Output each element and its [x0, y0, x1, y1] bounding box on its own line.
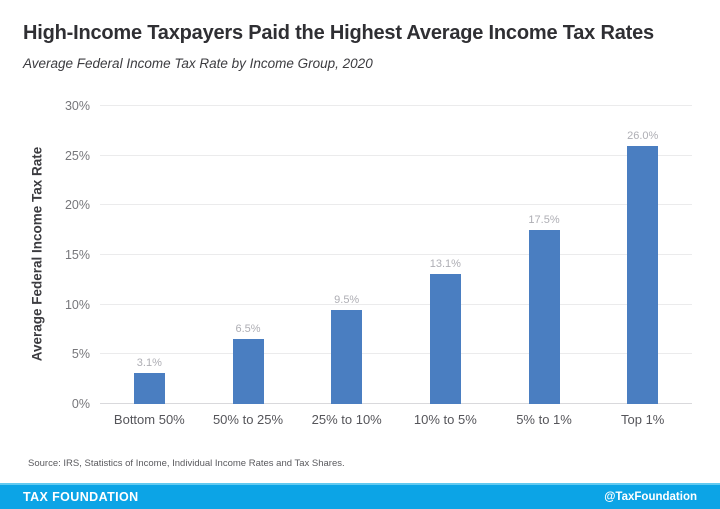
bar-50-to-25	[232, 339, 264, 404]
bar-top-1	[627, 145, 659, 404]
chart-subtitle: Average Federal Income Tax Rate by Incom…	[23, 56, 373, 71]
y-tick-label-10: 10%	[64, 297, 90, 312]
gridline-20	[100, 204, 692, 206]
y-axis-title: Average Federal Income Tax Rate	[29, 146, 45, 362]
bar-column-bottom-50: 3.1%	[100, 106, 199, 404]
bar-25-to-10	[331, 309, 363, 404]
x-tick-label-5-to-1: 5% to 1%	[516, 412, 572, 427]
x-tick-label-25-to-10: 25% to 10%	[311, 412, 382, 427]
bar-value-label-top-1: 26.0%	[627, 129, 659, 142]
x-tick-label-10-to-5: 10% to 5%	[413, 412, 477, 427]
bar-10-to-5	[429, 273, 461, 404]
y-tick-label-5: 5%	[71, 347, 90, 362]
gridline-30	[100, 105, 692, 106]
bar-column-top-1: 26.0%	[593, 106, 692, 404]
bar-value-label-5-to-1: 17.5%	[528, 214, 560, 227]
y-tick-label-0: 0%	[71, 397, 90, 411]
plot-area: 0% 5% 10% 15% 20% 25% 30% 3.1% 6.5% 9.5% 13.1% 17.5…	[65, 99, 692, 411]
bar-value-label-25-to-10: 9.5%	[334, 293, 360, 306]
bar-value-label-bottom-50: 3.1%	[136, 357, 162, 370]
brand-bar: TAX FOUNDATION @TaxFoundation	[0, 483, 720, 509]
y-tick-label-15: 15%	[64, 248, 90, 262]
page-title: High-Income Taxpayers Paid the Highest A…	[23, 22, 654, 44]
x-tick-label-top-1: Top 1%	[621, 412, 665, 427]
bar-bottom-50	[133, 373, 165, 404]
brand-name: TAX FOUNDATION	[23, 490, 139, 504]
gridline-5	[100, 353, 692, 355]
bar-column-50-to-25: 6.5%	[199, 106, 298, 404]
bar-column-10-to-5: 13.1%	[396, 106, 495, 404]
x-axis-labels: Bottom 50% 50% to 25% 25% to 10% 10% to 5% 5…	[100, 412, 692, 427]
twitter-handle: @TaxFoundation	[604, 491, 697, 503]
bar-column-25-to-10: 9.5%	[297, 106, 396, 404]
x-tick-label-50-to-25: 50% to 25%	[212, 412, 284, 427]
bar-5-to-1	[528, 230, 560, 404]
gridline-15	[100, 254, 692, 255]
y-tick-label-30: 30%	[64, 99, 90, 113]
bar-columns: 3.1% 6.5% 9.5% 13.1% 17.5% 26.0%	[100, 106, 692, 404]
y-tick-label-20: 20%	[64, 198, 90, 213]
y-tick-label-25: 25%	[64, 148, 90, 163]
gridline-0	[100, 403, 692, 404]
gridline-10	[100, 303, 692, 305]
gridline-25	[100, 154, 692, 156]
bar-value-label-10-to-5: 13.1%	[429, 257, 461, 270]
bar-value-label-50-to-25: 6.5%	[235, 323, 261, 336]
x-tick-label-bottom-50: Bottom 50%	[113, 412, 185, 427]
source-note: Source: IRS, Statistics of Income, Indiv…	[28, 458, 345, 469]
bar-column-5-to-1: 17.5%	[495, 106, 594, 404]
